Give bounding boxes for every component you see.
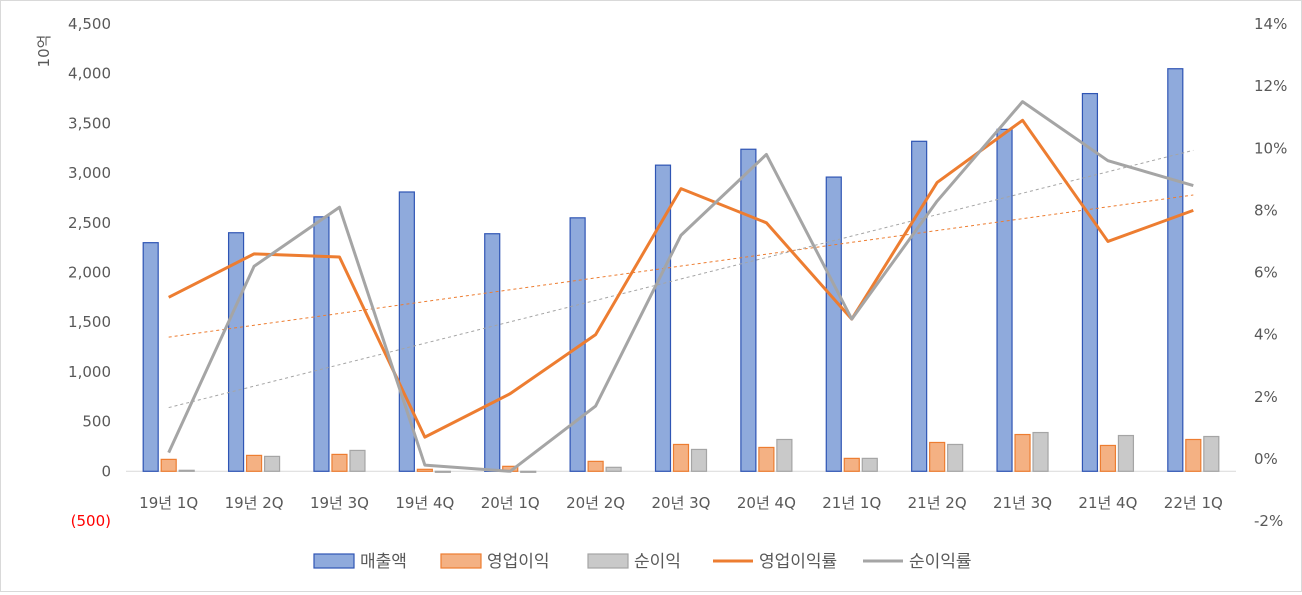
x-tick-label: 20년 2Q — [566, 494, 625, 512]
bar-매출액 — [911, 140, 928, 472]
bar-영업이익 — [1185, 438, 1202, 472]
bar-영업이익 — [587, 460, 604, 472]
bar-순이익 — [861, 457, 878, 472]
x-tick-label: 21년 4Q — [1078, 494, 1137, 512]
x-tick-label: 20년 4Q — [737, 494, 796, 512]
y2-tick-label: 6% — [1254, 264, 1278, 282]
legend-swatch-매출액 — [313, 553, 355, 569]
bar-영업이익 — [929, 441, 946, 472]
legend-swatch-영업이익 — [440, 553, 482, 569]
legend-label-영업이익률: 영업이익률 — [759, 552, 837, 572]
y-tick-label: 1,000 — [68, 363, 111, 381]
y-tick-label: 3,500 — [68, 114, 111, 132]
y-tick-label: 500 — [82, 413, 111, 431]
legend-label-순이익률: 순이익률 — [909, 552, 972, 572]
bar-매출액 — [313, 216, 330, 472]
y-tick-label: (500) — [71, 512, 111, 530]
bar-영업이익 — [843, 457, 860, 472]
y2-tick-label: 12% — [1254, 77, 1287, 95]
y-tick-label: 2,500 — [68, 214, 111, 232]
x-tick-label: 19년 3Q — [310, 494, 369, 512]
y-tick-label: 4,000 — [68, 65, 111, 83]
bar-순이익 — [1117, 434, 1135, 472]
y2-tick-label: 4% — [1254, 326, 1278, 344]
bar-영업이익 — [331, 453, 348, 472]
bar-순이익 — [1203, 435, 1220, 472]
x-tick-label: 21년 2Q — [908, 494, 967, 512]
legend-label-매출액: 매출액 — [360, 552, 407, 572]
bar-순이익 — [520, 470, 537, 473]
bar-순이익 — [605, 466, 622, 472]
x-tick-label: 19년 1Q — [139, 494, 198, 512]
bar-순이익 — [1032, 431, 1049, 472]
bar-매출액 — [142, 242, 159, 472]
y2-tick-label: 10% — [1254, 139, 1287, 157]
trendline-group — [168, 149, 1194, 409]
legend-label-영업이익: 영업이익 — [487, 552, 550, 572]
trendline-영업이익률 — [168, 194, 1194, 338]
legend-label-순이익: 순이익 — [634, 552, 681, 572]
y-tick-label: 4,500 — [68, 15, 111, 33]
y2-tick-label: -2% — [1254, 512, 1283, 530]
bar-순이익 — [263, 455, 281, 472]
bar-영업이익 — [672, 443, 690, 472]
legend: 매출액 영업이익 순이익 영업이익률 순이익률 — [313, 552, 972, 572]
x-tick-label: 20년 3Q — [651, 494, 710, 512]
bar-매출액 — [740, 148, 757, 472]
bar-순이익 — [690, 448, 708, 472]
bar-순이익 — [776, 438, 793, 472]
x-tick-label: 19년 2Q — [225, 494, 284, 512]
y-tick-label: 3,000 — [68, 164, 111, 182]
line-series-group — [167, 100, 1194, 473]
bar-순이익 — [947, 443, 964, 472]
bar-매출액 — [654, 164, 672, 472]
trendline-순이익률 — [168, 149, 1194, 409]
line-순이익률 — [167, 100, 1194, 473]
bar-영업이익 — [245, 454, 263, 472]
y-tick-label: 0 — [101, 462, 111, 480]
right-axis: -2% 0% 2% 4% 6% 8% 10% 12% 14% — [1254, 15, 1287, 530]
bar-매출액 — [825, 176, 842, 472]
y2-tick-label: 8% — [1254, 201, 1278, 219]
bar-영업이익 — [1099, 444, 1117, 472]
bar-매출액 — [484, 233, 501, 472]
bar-순이익 — [178, 469, 195, 472]
bar-series-group — [142, 68, 1220, 473]
bar-영업이익 — [758, 446, 775, 472]
bar-매출액 — [1167, 68, 1184, 472]
x-tick-label: 22년 1Q — [1164, 494, 1223, 512]
y-tick-label: 1,500 — [68, 313, 111, 331]
line-영업이익률 — [168, 118, 1194, 439]
x-tick-label: 21년 3Q — [993, 494, 1052, 512]
y-unit-label: 10억 — [35, 35, 53, 68]
bar-매출액 — [1081, 92, 1099, 472]
bar-순이익 — [349, 449, 366, 472]
bar-매출액 — [227, 232, 245, 472]
x-tick-label: 19년 4Q — [395, 494, 454, 512]
x-tick-label: 20년 1Q — [481, 494, 540, 512]
category-axis: 19년 1Q 19년 2Q 19년 3Q 19년 4Q 20년 1Q 20년 2Q 20년 … — [139, 494, 1223, 512]
x-tick-label: 21년 1Q — [822, 494, 881, 512]
bar-영업이익 — [1014, 433, 1031, 472]
y2-tick-label: 14% — [1254, 15, 1287, 33]
y-tick-label: 2,000 — [68, 264, 111, 282]
bar-영업이익 — [160, 458, 177, 472]
legend-swatch-순이익 — [587, 553, 629, 569]
bar-영업이익 — [416, 468, 433, 472]
y2-tick-label: 2% — [1254, 388, 1278, 406]
bar-순이익 — [434, 470, 451, 473]
bar-매출액 — [996, 128, 1013, 472]
y2-tick-label: 0% — [1254, 450, 1278, 468]
